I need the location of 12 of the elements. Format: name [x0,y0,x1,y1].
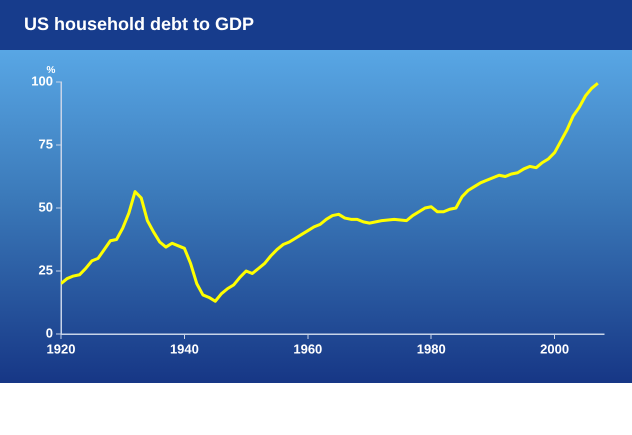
x-tick-label: 1940 [170,341,199,356]
y-tick-label: 0 [46,326,53,341]
y-tick-label: 50 [38,200,53,215]
chart-title: US household debt to GDP [24,14,254,35]
x-tick-label: 1960 [293,341,322,356]
y-tick-label: 100 [31,74,53,89]
y-tick-label: 25 [38,262,53,278]
x-tick-label: 2000 [540,341,570,356]
y-tick-label: 75 [38,136,53,152]
y-axis-title: % [46,64,56,76]
x-tick-label: 1920 [46,341,76,356]
x-tick-label: 1980 [416,341,446,356]
